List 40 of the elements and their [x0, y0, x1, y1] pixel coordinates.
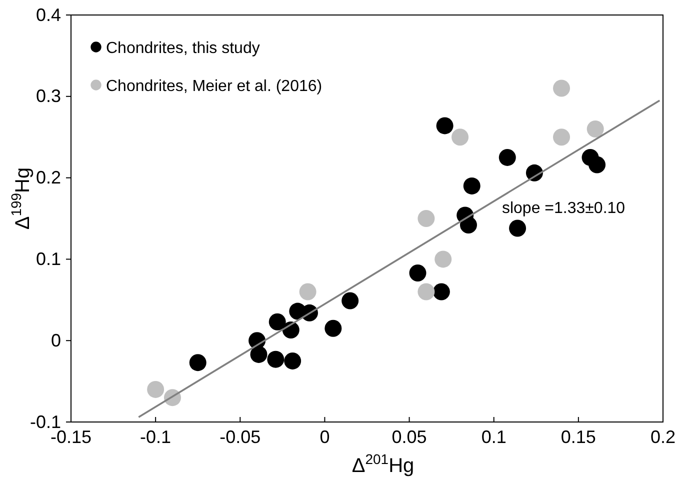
- x-tick-label: 0.15: [560, 426, 596, 447]
- y-tick-label: 0.3: [36, 86, 61, 106]
- legend-label: Chondrites, this study: [106, 40, 260, 57]
- x-tick-label: 0.2: [650, 426, 675, 447]
- point: [299, 283, 316, 300]
- y-tick-label: 0.1: [36, 248, 61, 269]
- point: [498, 148, 516, 166]
- x-tick-label: 0.1: [481, 426, 506, 447]
- point: [189, 354, 206, 372]
- x-tick-label: -0.1: [140, 426, 172, 447]
- point: [418, 210, 435, 227]
- x-tick-label: 0: [320, 426, 330, 447]
- x-axis-title: Δ$^{201}$Hg: [352, 451, 414, 477]
- point: [268, 313, 286, 330]
- point: [586, 120, 604, 138]
- y-tick-label: 0.2: [36, 168, 61, 188]
- point: [432, 283, 450, 300]
- point: [436, 117, 454, 134]
- point: [250, 346, 268, 363]
- point: [463, 177, 480, 194]
- x-tick-label: -0.05: [220, 426, 261, 447]
- point: [452, 128, 469, 146]
- point: [460, 216, 477, 234]
- y-tick-label: 0.4: [36, 4, 61, 25]
- point: [267, 350, 284, 368]
- point: [342, 292, 359, 310]
- y-tick-label: 0: [50, 330, 61, 350]
- point: [434, 250, 452, 268]
- annotation: slope =1.33±0.10: [502, 200, 626, 218]
- x-tick-label: 0.05: [392, 426, 427, 447]
- point: [553, 128, 570, 146]
- point: [147, 380, 164, 398]
- point: [553, 80, 570, 97]
- point: [588, 156, 606, 174]
- legend-label: Chondrites, Meier et al. (2016): [106, 78, 322, 95]
- point: [284, 352, 302, 370]
- point: [509, 220, 526, 237]
- point: [409, 264, 426, 282]
- point: [324, 320, 342, 337]
- point: [418, 283, 435, 300]
